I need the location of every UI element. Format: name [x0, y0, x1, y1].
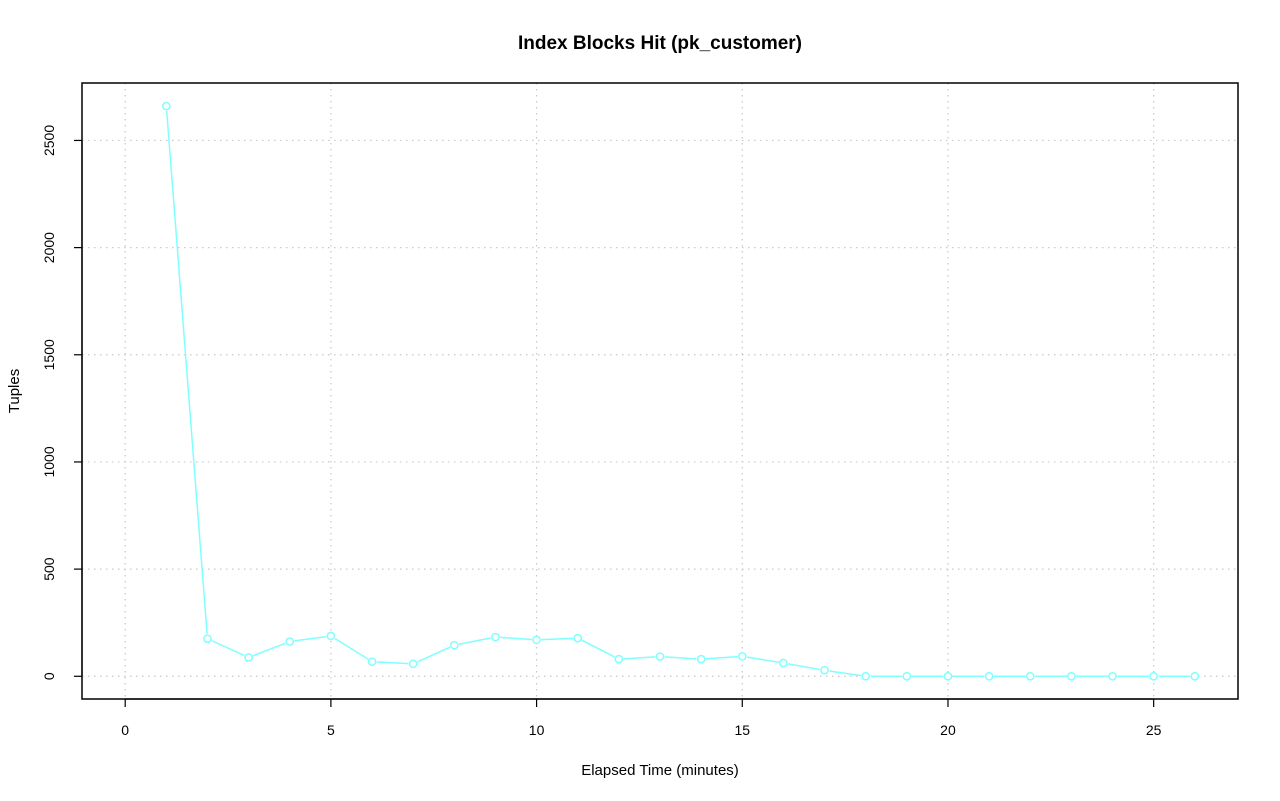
data-point	[449, 640, 459, 650]
y-tick-label: 2000	[41, 232, 57, 263]
x-axis: 0 5 10 15 20 25	[121, 698, 1162, 738]
x-tick-label: 5	[327, 722, 335, 738]
data-point	[1190, 671, 1200, 681]
data-point	[655, 652, 665, 661]
data-point	[943, 671, 953, 681]
data-point	[737, 651, 747, 661]
y-axis: 0 500 1000 1500 2000 2500	[41, 125, 83, 680]
data-point	[779, 658, 788, 668]
series-segment	[500, 636, 532, 641]
series-segment	[541, 637, 573, 641]
data-point	[861, 671, 871, 681]
data-point	[1025, 671, 1035, 681]
data-point	[573, 633, 583, 643]
series-segment	[334, 637, 369, 660]
chart-title: Index Blocks Hit (pk_customer)	[518, 33, 802, 54]
y-tick-label: 1500	[41, 339, 57, 370]
series-layer	[161, 101, 1200, 681]
data-point	[1149, 671, 1159, 681]
data-point	[244, 653, 253, 662]
x-tick-label: 0	[121, 722, 129, 738]
series-segment	[165, 110, 208, 635]
data-point	[1067, 671, 1076, 681]
y-axis-label: Tuples	[6, 369, 23, 413]
series-segment	[252, 642, 286, 657]
x-tick-label: 20	[940, 722, 956, 738]
series-segment	[458, 637, 491, 646]
series-segment	[376, 661, 409, 665]
y-tick-label: 1000	[41, 446, 57, 477]
series-segment	[417, 646, 451, 663]
data-point	[326, 631, 336, 641]
x-tick-label: 10	[529, 722, 545, 738]
data-point	[984, 671, 994, 681]
series-segment	[829, 670, 862, 677]
data-point	[614, 654, 624, 664]
series-segment	[705, 655, 738, 660]
data-point	[203, 634, 212, 644]
series-segment	[664, 656, 697, 660]
data-point	[491, 632, 500, 642]
data-point	[902, 671, 912, 681]
x-tick-label: 25	[1146, 722, 1162, 738]
x-tick-label: 15	[734, 722, 750, 738]
series-segment	[581, 639, 615, 658]
data-point	[161, 101, 171, 111]
data-point	[285, 637, 295, 646]
plot-frame	[81, 82, 1239, 700]
series-segment	[788, 663, 820, 671]
data-point	[696, 654, 706, 664]
series-segment	[294, 635, 327, 642]
y-tick-label: 500	[41, 557, 57, 581]
grid	[82, 83, 1238, 699]
data-point	[367, 657, 377, 667]
series-segment	[211, 640, 245, 657]
data-point	[1108, 671, 1117, 681]
series-segment	[746, 656, 779, 663]
series-segment	[623, 656, 656, 660]
y-tick-label: 0	[41, 672, 57, 680]
data-point	[408, 659, 418, 669]
y-tick-label: 2500	[41, 125, 57, 156]
x-axis-label: Elapsed Time (minutes)	[581, 762, 739, 779]
data-point	[820, 665, 829, 675]
data-point	[532, 635, 541, 645]
